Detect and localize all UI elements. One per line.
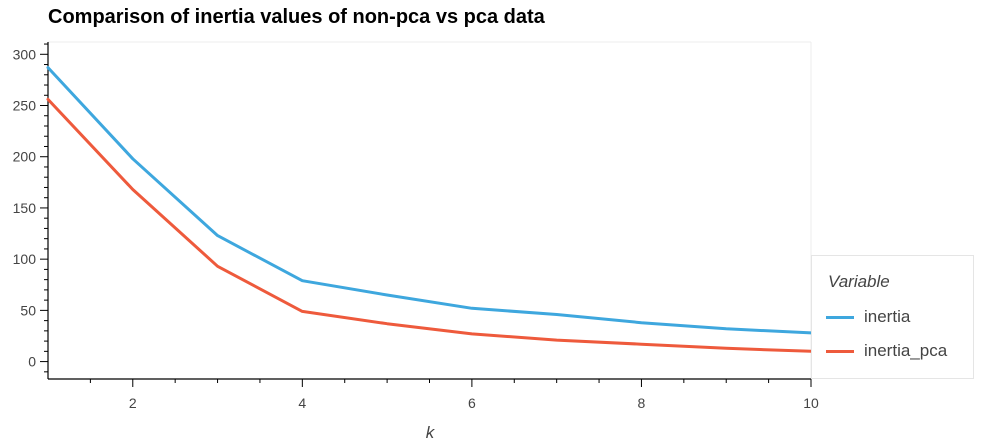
y-tick-label: 150 xyxy=(13,200,37,216)
y-tick-label: 0 xyxy=(28,354,36,370)
y-tick-label: 300 xyxy=(13,46,37,62)
x-axis-label: k xyxy=(426,423,436,439)
x-tick-label: 4 xyxy=(298,395,306,411)
x-axis: 2 4 6 8 10 xyxy=(48,378,819,411)
legend: Variable inertia inertia_pca xyxy=(811,255,974,379)
legend-swatch-inertia-pca xyxy=(826,349,854,353)
x-tick-label: 8 xyxy=(638,395,646,411)
legend-label-inertia: inertia xyxy=(864,307,911,326)
plot-area xyxy=(48,42,811,379)
y-axis: 0 50 100 150 200 250 300 xyxy=(13,42,49,379)
y-tick-label: 50 xyxy=(20,302,36,318)
chart-title: Comparison of inertia values of non-pca … xyxy=(48,6,545,28)
legend-item-inertia[interactable]: inertia xyxy=(826,305,910,329)
y-tick-label: 100 xyxy=(13,251,37,267)
series-layer xyxy=(46,66,813,353)
legend-label-inertia-pca: inertia_pca xyxy=(864,341,948,360)
legend-item-inertia-pca[interactable]: inertia_pca xyxy=(826,339,947,363)
y-tick-label: 200 xyxy=(13,149,37,165)
series-line-inertia xyxy=(46,66,813,335)
x-tick-label: 2 xyxy=(129,395,137,411)
x-tick-label: 6 xyxy=(468,395,476,411)
series-line-inertia-pca xyxy=(46,97,813,353)
legend-swatch-inertia xyxy=(826,315,854,319)
x-tick-label: 10 xyxy=(803,395,819,411)
legend-title: Variable xyxy=(828,272,890,291)
y-tick-label: 250 xyxy=(13,98,37,114)
